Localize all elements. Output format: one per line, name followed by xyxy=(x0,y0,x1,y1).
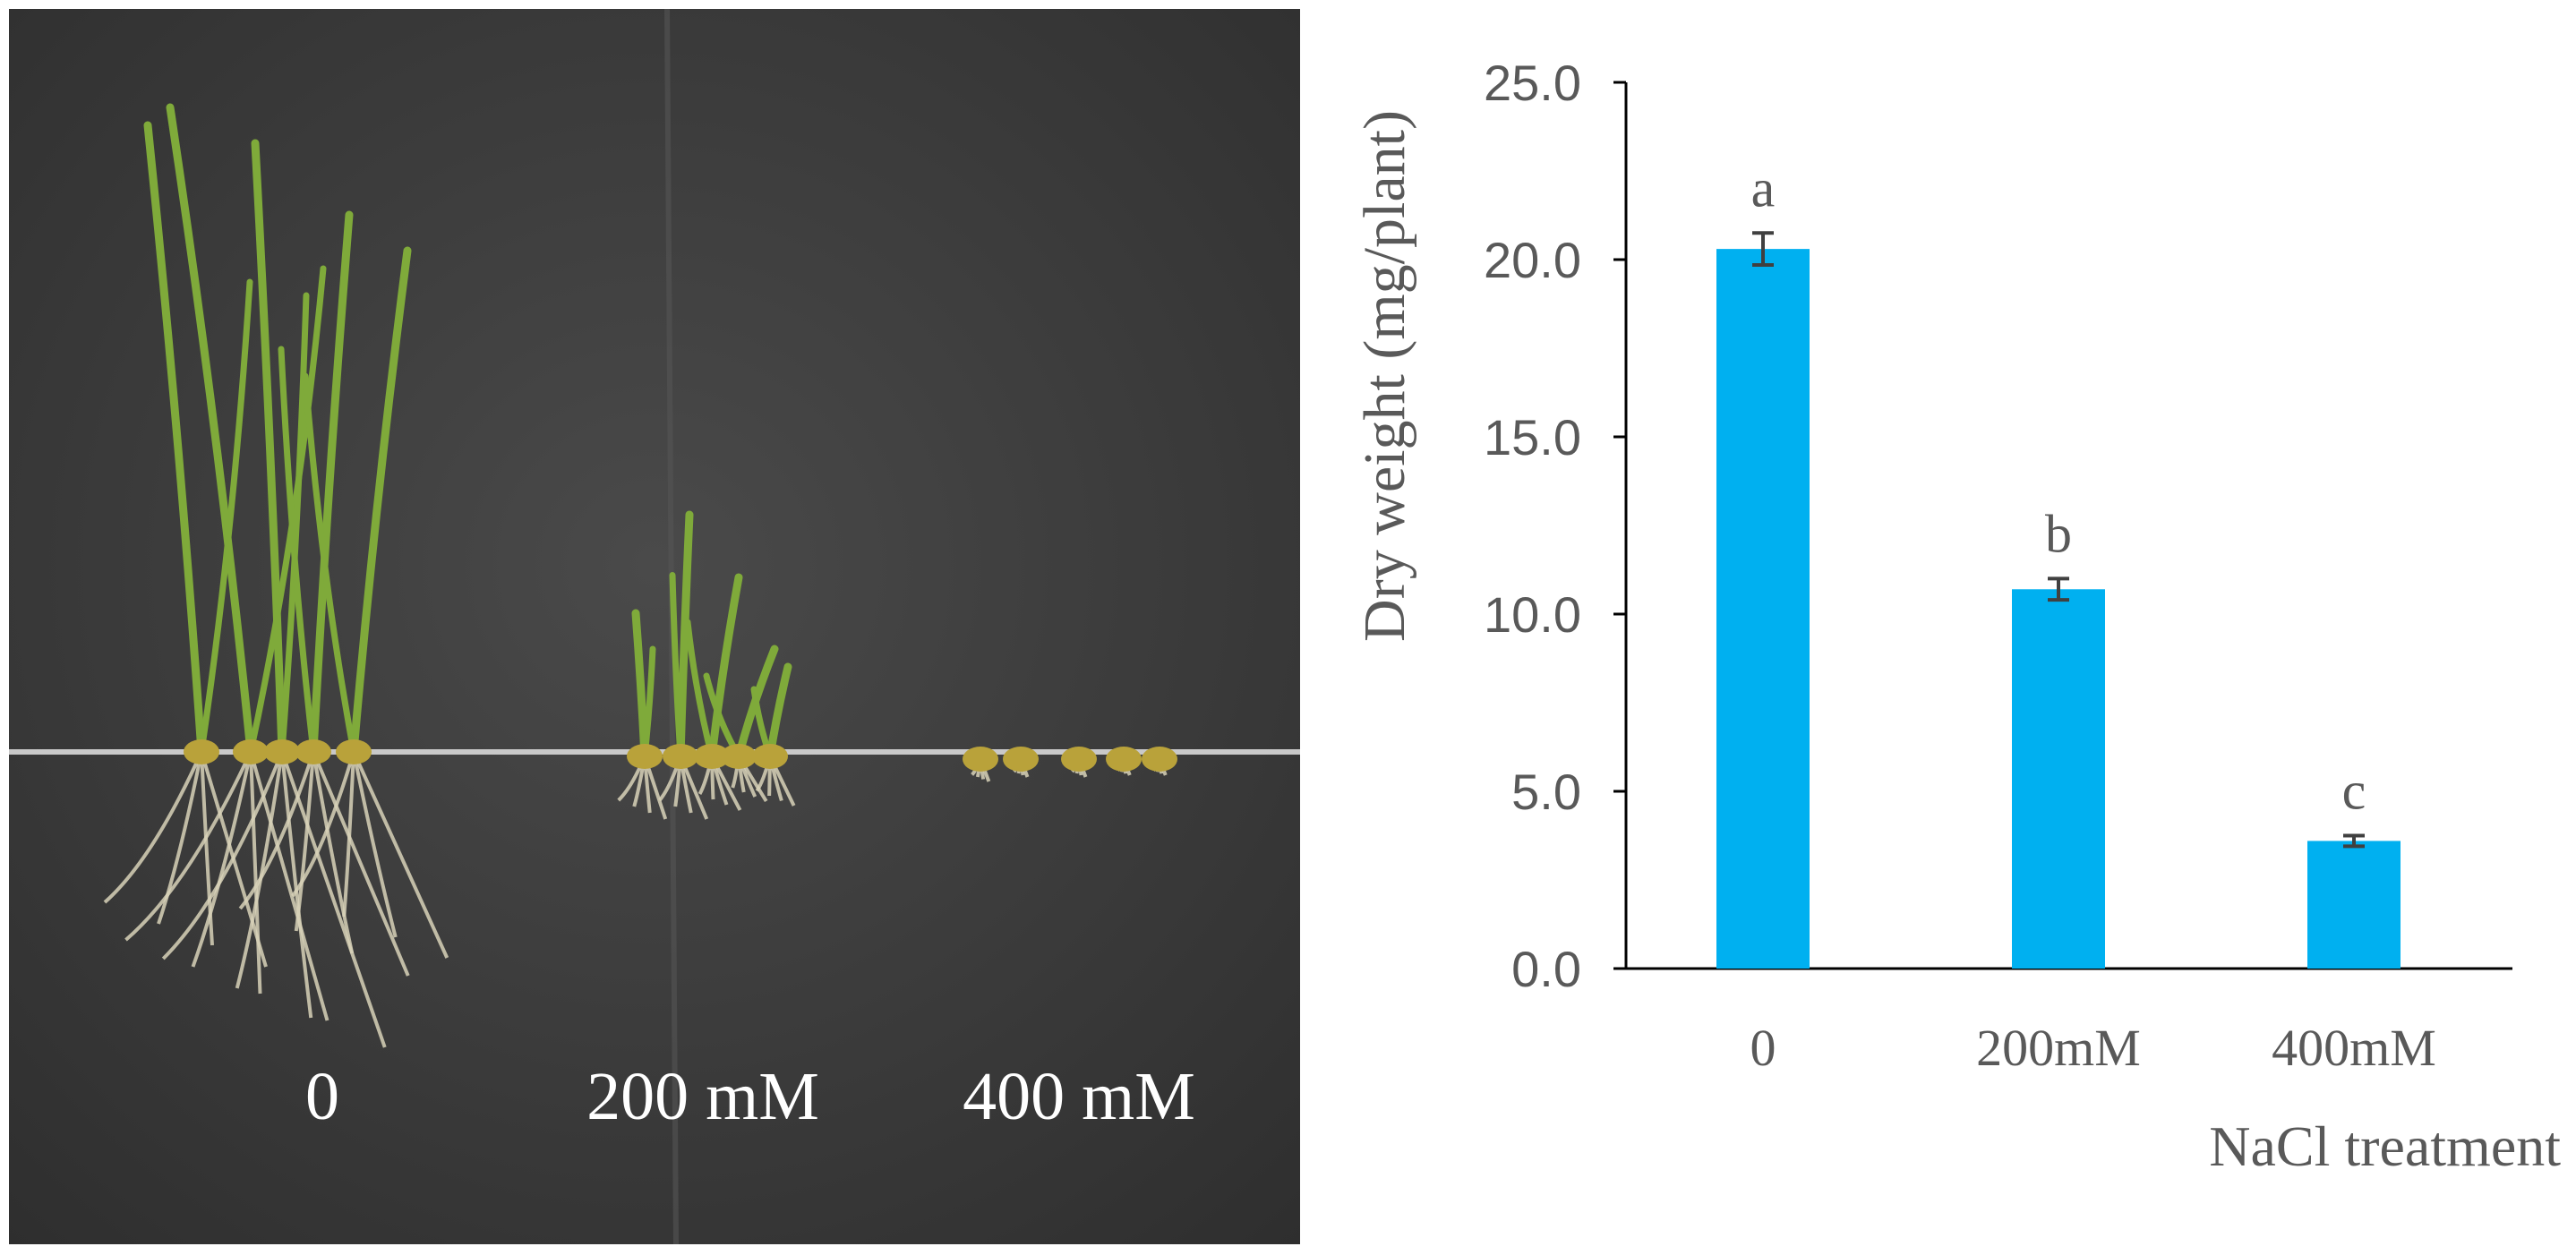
seedlings-200mm xyxy=(617,510,796,820)
seedling-200mm-0 xyxy=(617,609,668,820)
x-tick-labels: 0 200mM 400mM xyxy=(1750,1019,2436,1077)
significance-letter-200mM: b xyxy=(2045,504,2072,563)
seedling-200mm-4 xyxy=(750,662,796,807)
y-tick-label: 10.0 xyxy=(1484,586,1581,643)
bar-0 xyxy=(1716,249,1810,969)
chart-svg: 0.0 5.0 10.0 15.0 20.0 25.0 a b c 0 200mM 400mM D… xyxy=(1352,55,2561,1178)
seedling-400mm-0 xyxy=(963,747,998,782)
seedling-400mm-2 xyxy=(1061,747,1097,778)
photo-label-400mm: 400 mM xyxy=(963,1059,1195,1134)
seedling-400mm-1 xyxy=(1003,747,1039,778)
seedling-200mm-2 xyxy=(684,573,743,811)
seedling-control-0 xyxy=(103,121,268,968)
seedling-400mm-4 xyxy=(1142,747,1177,776)
significance-letter-0: a xyxy=(1751,158,1776,218)
significance-letter-400mM: c xyxy=(2342,762,2366,821)
seedling-photo: 0 200 mM 400 mM xyxy=(9,8,1300,1245)
seedlings-control xyxy=(103,103,449,1048)
y-tick-label: 0.0 xyxy=(1511,941,1581,997)
dry-weight-chart: 0.0 5.0 10.0 15.0 20.0 25.0 a b c 0 200mM 400mM D… xyxy=(1307,0,2576,1255)
seedling-400mm-3 xyxy=(1106,747,1142,776)
seedling-200mm-1 xyxy=(658,510,709,820)
bar-400mM xyxy=(2307,841,2401,969)
seedling-200mm-3 xyxy=(703,645,779,803)
x-tick-label-400mM: 400mM xyxy=(2272,1019,2436,1077)
y-tick-labels: 0.0 5.0 10.0 15.0 20.0 25.0 xyxy=(1484,55,1626,997)
seedling-photo-drawing: 0 200 mM 400 mM xyxy=(9,8,1300,1245)
x-axis-label: NaCl treatment xyxy=(2209,1114,2561,1178)
y-tick-label: 20.0 xyxy=(1484,232,1581,288)
photo-label-200mm: 200 mM xyxy=(586,1059,819,1134)
x-tick-label-0: 0 xyxy=(1750,1019,1776,1077)
seedlings-400mm xyxy=(963,747,1177,782)
seedling-control-3 xyxy=(238,210,410,977)
y-tick-label: 15.0 xyxy=(1484,409,1581,465)
seedling-control-4 xyxy=(291,246,449,959)
y-tick-label: 5.0 xyxy=(1511,764,1581,820)
x-tick-label-200mM: 200mM xyxy=(1976,1019,2141,1077)
chart-bars: a b c xyxy=(1716,158,2401,969)
black-cloth-background xyxy=(9,9,1300,1244)
photo-label-0: 0 xyxy=(305,1059,339,1134)
bar-200mM xyxy=(2012,589,2105,969)
y-axis-label: Dry weight (mg/plant) xyxy=(1352,110,1417,642)
y-tick-label: 25.0 xyxy=(1484,55,1581,111)
